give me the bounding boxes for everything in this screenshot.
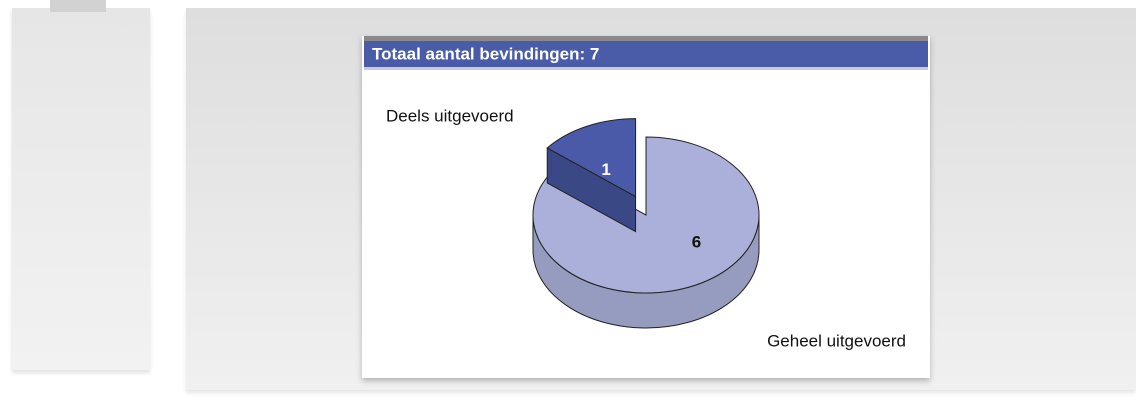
pie-slice bbox=[532, 136, 760, 294]
pie-value-label: 6 bbox=[692, 233, 701, 252]
category-label: Deels uitgevoerd bbox=[386, 106, 514, 125]
title-underline bbox=[364, 67, 928, 70]
side-tab bbox=[50, 0, 106, 12]
pie-slice bbox=[546, 118, 637, 198]
chart-title: Totaal aantal bevindingen: 7 bbox=[372, 44, 599, 63]
pie-value-label: 1 bbox=[601, 160, 610, 179]
title-top-line bbox=[364, 36, 928, 41]
category-label: Geheel uitgevoerd bbox=[767, 331, 906, 350]
pie: 6 Geheel uitgevoerd 1 Deels uitgevoerd bbox=[386, 106, 906, 350]
title-bar bbox=[364, 41, 928, 67]
side-panel bbox=[12, 8, 150, 370]
